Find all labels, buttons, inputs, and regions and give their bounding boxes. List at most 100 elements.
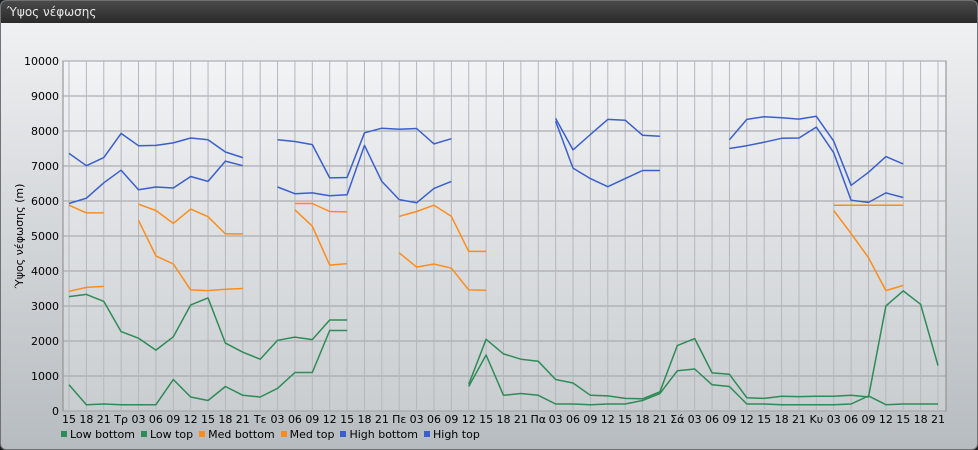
y-tick-label: 10000: [24, 55, 59, 68]
x-tick-label: Τε: [253, 413, 267, 426]
x-tick-label: 12: [879, 413, 893, 426]
y-tick-label: 3000: [31, 300, 59, 313]
x-tick-label: Κυ: [810, 413, 824, 426]
legend-swatch: [340, 431, 347, 437]
x-tick-label: 03: [271, 413, 285, 426]
x-tick-label: 18: [497, 413, 511, 426]
x-tick-label: 18: [218, 413, 232, 426]
series-line-segment: [398, 252, 487, 292]
legend-item: High top: [424, 427, 480, 441]
series-line-segment: [68, 285, 104, 293]
y-tick-label: 4000: [31, 265, 59, 278]
legend-label: High top: [433, 427, 480, 441]
x-tick-label: 09: [305, 413, 319, 426]
x-tick-label: 06: [427, 413, 441, 426]
x-tick-label: 21: [931, 413, 945, 426]
series-line-segment: [728, 115, 904, 187]
x-tick-label: 12: [740, 413, 754, 426]
y-tick-label: 7000: [31, 160, 59, 173]
legend: Low bottom Low top Med bottom Med top High b…: [61, 427, 480, 441]
series-line-segment: [294, 209, 348, 266]
series-line-segment: [68, 204, 104, 214]
legend-swatch: [424, 431, 430, 437]
x-tick-label: 03: [688, 413, 702, 426]
x-tick-label: 21: [514, 413, 528, 426]
y-tick-label: 8000: [31, 125, 59, 138]
series-line-segment: [294, 202, 348, 213]
x-tick-label: Τρ: [113, 413, 128, 426]
x-tick-label: 06: [288, 413, 302, 426]
series-line-segment: [138, 203, 243, 235]
series-line-segment: [398, 204, 487, 253]
series-low-bottom: [68, 329, 938, 406]
series-med-bottom: [68, 209, 904, 293]
series-med-top: [68, 202, 904, 253]
series-high-top: [68, 118, 904, 204]
x-tick-label: 15: [201, 413, 215, 426]
series-line-segment: [468, 354, 938, 406]
x-tick-label: Πε: [392, 413, 406, 426]
y-tick-label: 9000: [31, 90, 59, 103]
x-tick-label: 15: [896, 413, 910, 426]
series-high-bottom: [68, 115, 904, 205]
x-tick-label: 12: [601, 413, 615, 426]
series-line-segment: [729, 126, 904, 204]
x-tick-label: 12: [184, 413, 198, 426]
y-tick-label: 2000: [31, 335, 59, 348]
y-axis-label: Ύψος νέφωσης (m): [13, 184, 26, 290]
series-line-segment: [277, 127, 452, 179]
x-tick-label: 18: [775, 413, 789, 426]
x-tick-label: Πα: [530, 413, 546, 426]
x-tick-label: 21: [653, 413, 667, 426]
x-tick-label: 09: [166, 413, 180, 426]
x-tick-label: 18: [636, 413, 650, 426]
legend-item: Low bottom: [61, 427, 135, 441]
legend-label: Low top: [149, 427, 194, 441]
x-tick-label: 18: [79, 413, 93, 426]
x-tick-label: 15: [340, 413, 354, 426]
x-tick-label: 03: [410, 413, 424, 426]
legend-label: Med top: [289, 427, 335, 441]
series-low-top: [68, 290, 939, 400]
series-line-segment: [277, 144, 452, 204]
legend-item: Med top: [280, 427, 335, 441]
y-tick-label: 1000: [31, 370, 59, 383]
series-line-segment: [137, 219, 243, 292]
x-tick-label: 15: [62, 413, 76, 426]
legend-item: Med bottom: [199, 427, 275, 441]
x-tick-label: 06: [566, 413, 580, 426]
series-line-segment: [68, 160, 243, 205]
legend-swatch: [199, 431, 206, 437]
series-line-segment: [68, 132, 244, 167]
legend-swatch: [61, 431, 67, 437]
x-tick-label: 09: [722, 413, 736, 426]
x-tick-label: 18: [357, 413, 371, 426]
series-line-segment: [468, 290, 939, 400]
y-tick-label: 0: [52, 405, 59, 418]
legend-item: High bottom: [340, 427, 418, 441]
legend-swatch: [280, 431, 287, 437]
x-tick-label: 15: [618, 413, 632, 426]
x-tick-label: 12: [462, 413, 476, 426]
series-line-segment: [554, 118, 660, 151]
x-tick-label: Σά: [670, 413, 684, 426]
series-line-segment: [833, 210, 904, 292]
legend-item: Low top: [140, 427, 194, 441]
x-tick-label: 15: [757, 413, 771, 426]
x-tick-label: 21: [375, 413, 389, 426]
x-tick-label: 09: [861, 413, 875, 426]
legend-swatch: [140, 431, 147, 437]
series-line-segment: [68, 293, 348, 360]
x-tick-label: 03: [827, 413, 841, 426]
legend-label: High bottom: [349, 427, 418, 441]
x-tick-label: 21: [236, 413, 250, 426]
x-tick-label: 21: [97, 413, 111, 426]
x-tick-label: 06: [149, 413, 163, 426]
legend-label: Low bottom: [70, 427, 135, 441]
x-tick-label: 12: [323, 413, 337, 426]
legend-label: Med bottom: [208, 427, 275, 441]
window-title: Ύψος νέφωσης: [1, 1, 977, 23]
x-tick-label: 18: [914, 413, 928, 426]
